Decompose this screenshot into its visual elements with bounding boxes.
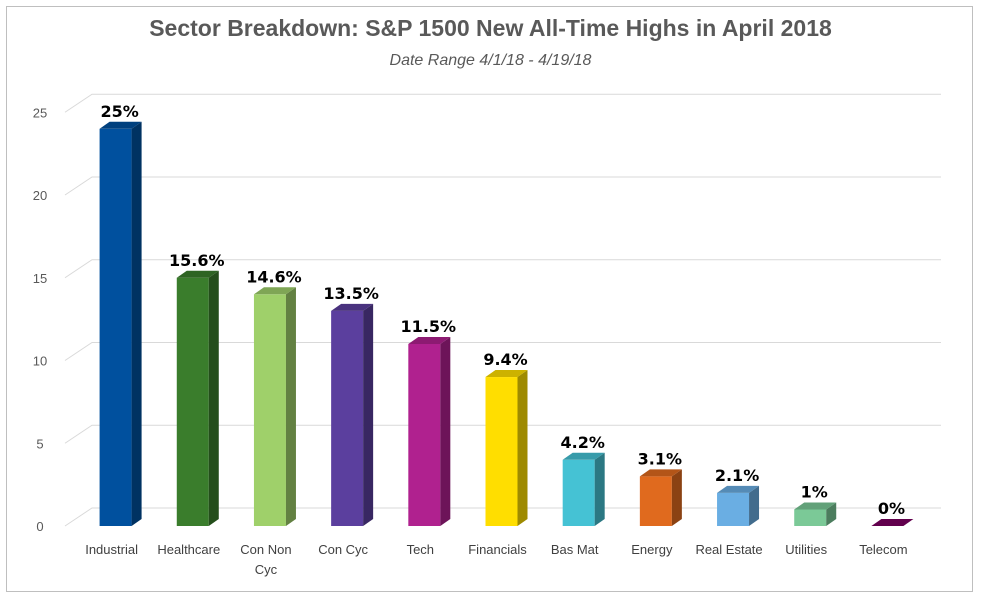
chart-subtitle: Date Range 4/1/18 - 4/19/18 xyxy=(389,52,592,69)
bar-top xyxy=(485,370,528,378)
bar-side xyxy=(749,485,760,526)
bar-top xyxy=(717,485,760,493)
bar-front xyxy=(99,128,132,527)
y-tick-label: 5 xyxy=(36,436,43,451)
bar-top xyxy=(176,270,219,278)
bar-front xyxy=(562,459,595,526)
bar-telecom xyxy=(871,519,914,526)
y-tick-label: 0 xyxy=(36,519,43,534)
bar-tech xyxy=(408,336,451,526)
bar-real-estate xyxy=(717,485,760,526)
bar-front xyxy=(176,277,209,526)
x-tick-label: Healthcare xyxy=(157,542,220,557)
bar-con-non-cyc xyxy=(253,287,296,526)
bar-top xyxy=(562,452,605,460)
bar-front xyxy=(408,343,441,526)
x-tick-label: Tech xyxy=(407,542,434,557)
data-label: 4.2% xyxy=(560,433,604,452)
gridline xyxy=(64,424,941,444)
y-tick-label: 15 xyxy=(33,271,47,286)
data-label: 25% xyxy=(100,102,138,121)
data-label: 11.5% xyxy=(401,317,457,336)
bar-side xyxy=(826,502,837,526)
bar-industrial xyxy=(99,121,142,527)
x-tick-label: Con Non Cyc xyxy=(240,542,291,577)
bar-side xyxy=(208,270,219,526)
bar-front xyxy=(639,476,672,526)
gridline xyxy=(64,93,941,113)
bar-side xyxy=(440,336,451,526)
y-tick-label: 20 xyxy=(33,188,47,203)
bar-side xyxy=(285,287,296,526)
bar-top xyxy=(794,502,837,510)
x-tick-label: Bas Mat xyxy=(551,542,599,557)
x-tick-label: Telecom xyxy=(859,542,907,557)
bar-top xyxy=(408,336,451,344)
bar-front xyxy=(253,294,286,526)
data-label: 13.5% xyxy=(323,284,379,303)
y-tick-label: 10 xyxy=(33,354,47,369)
bar-bas-mat xyxy=(562,452,605,526)
bar-healthcare xyxy=(176,270,219,526)
bar-top xyxy=(639,469,682,477)
data-label: 9.4% xyxy=(483,350,527,369)
bar-front xyxy=(331,310,364,526)
gridline xyxy=(64,176,941,196)
x-tick-label: Real Estate xyxy=(695,542,762,557)
x-tick-label: Utilities xyxy=(785,542,827,557)
data-label: 15.6% xyxy=(169,251,225,270)
bar-con-cyc xyxy=(331,303,374,526)
data-label: 2.1% xyxy=(715,466,759,485)
x-tick-label: Energy xyxy=(631,542,673,557)
bar-top xyxy=(253,287,296,295)
bar-top xyxy=(331,303,374,311)
bar-front xyxy=(717,492,750,526)
bar-energy xyxy=(639,469,682,526)
x-tick-label: Industrial xyxy=(85,542,138,557)
bar-utilities xyxy=(794,502,837,526)
bar-financials xyxy=(485,370,528,526)
data-label: 3.1% xyxy=(638,449,682,468)
bar-front xyxy=(794,509,827,526)
data-label: 1% xyxy=(801,482,828,501)
data-label: 0% xyxy=(878,499,905,518)
bar-side xyxy=(594,452,605,526)
gridline xyxy=(64,259,941,279)
y-tick-label: 25 xyxy=(33,105,47,120)
chart-title: Sector Breakdown: S&P 1500 New All-Time … xyxy=(149,15,832,41)
data-label: 14.6% xyxy=(246,267,302,286)
gridline xyxy=(64,342,941,361)
bar-side xyxy=(517,370,528,526)
bar-side xyxy=(131,121,142,527)
bar-top xyxy=(871,519,914,526)
bar-side xyxy=(363,303,374,526)
x-tick-label: Financials xyxy=(468,542,527,557)
x-tick-label: Con Cyc xyxy=(318,542,368,557)
bar-top xyxy=(99,121,142,129)
bar-side xyxy=(671,469,682,526)
bar-front xyxy=(485,377,518,526)
